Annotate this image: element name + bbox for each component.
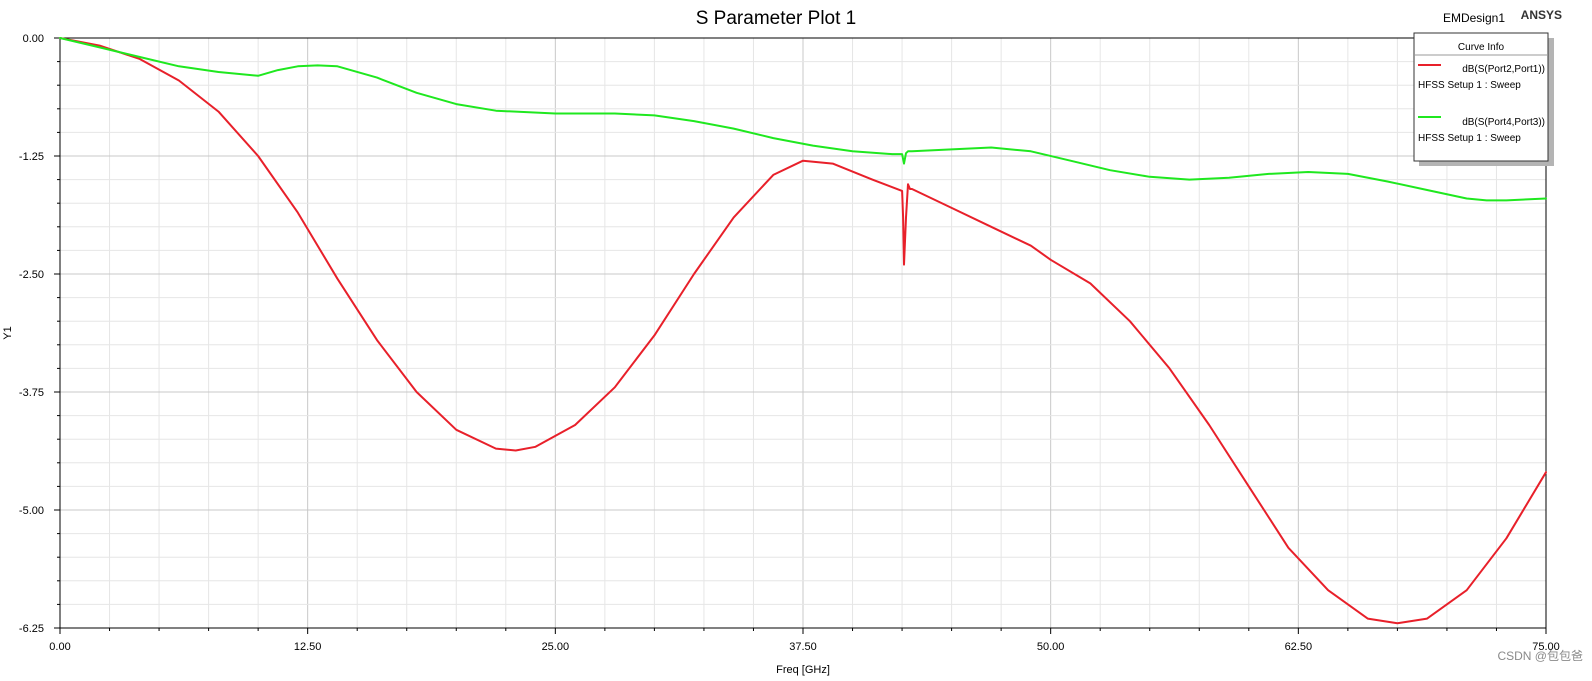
curve-info-legend[interactable]: Curve Info dB(S(Port2,Port1)) HFSS Setup… bbox=[1413, 32, 1554, 166]
y-axis-label: Y1 bbox=[2, 326, 14, 339]
y-tick-label: -2.50 bbox=[19, 269, 44, 281]
x-tick-label: 37.50 bbox=[789, 641, 817, 653]
axis-ticks bbox=[54, 37, 1547, 634]
legend-title: Curve Info bbox=[1458, 42, 1505, 53]
y-tick-label: -3.75 bbox=[19, 387, 44, 399]
x-tick-label: 12.50 bbox=[294, 641, 322, 653]
legend-setup-s43: HFSS Setup 1 : Sweep bbox=[1418, 133, 1521, 144]
x-tick-label: 62.50 bbox=[1285, 641, 1313, 653]
x-tick-label: 75.00 bbox=[1532, 641, 1560, 653]
y-tick-label: 0.00 bbox=[23, 33, 44, 45]
legend-box bbox=[1413, 32, 1549, 162]
y-tick-label: -6.25 bbox=[19, 623, 44, 635]
chart-title: S Parameter Plot 1 bbox=[696, 8, 857, 29]
legend-entry-s43: dB(S(Port4,Port3)) bbox=[1462, 117, 1545, 128]
project-name: EMDesign1 bbox=[1443, 11, 1505, 25]
x-tick-label: 0.00 bbox=[49, 641, 70, 653]
x-axis-label: Freq [GHz] bbox=[776, 664, 830, 676]
y-tick-labels: 0.00 -1.25 -2.50 -3.75 -5.00 -6.25 bbox=[19, 33, 44, 635]
x-tick-labels: 0.00 12.50 25.00 37.50 50.00 62.50 75.00 bbox=[49, 641, 1559, 653]
series-lines bbox=[59, 37, 1547, 625]
series-line-s43 bbox=[59, 37, 1547, 202]
ansys-logo: ANSYS bbox=[1521, 8, 1562, 22]
watermark: CSDN @包包爸 bbox=[1497, 649, 1583, 663]
y-tick-label: -1.25 bbox=[19, 151, 44, 163]
series-line-s21 bbox=[59, 37, 1547, 625]
grid bbox=[60, 38, 1546, 628]
x-tick-label: 25.00 bbox=[542, 641, 570, 653]
legend-setup-s21: HFSS Setup 1 : Sweep bbox=[1418, 80, 1521, 91]
y-tick-label: -5.00 bbox=[19, 505, 44, 517]
x-tick-label: 50.00 bbox=[1037, 641, 1065, 653]
legend-entry-s21: dB(S(Port2,Port1)) bbox=[1462, 64, 1545, 75]
